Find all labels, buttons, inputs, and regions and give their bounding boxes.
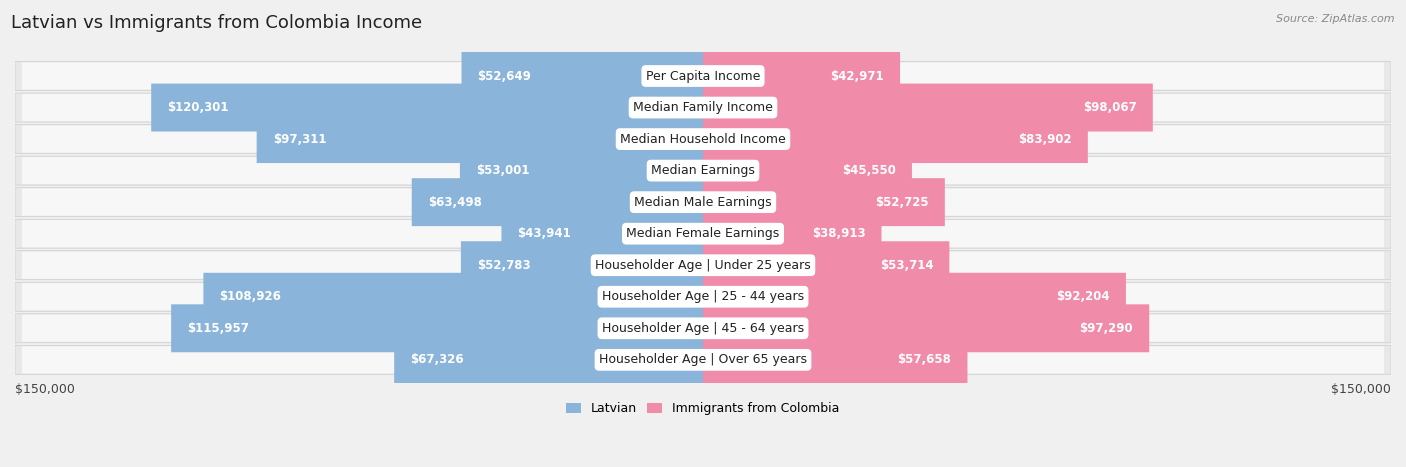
Text: $92,204: $92,204 (1056, 290, 1109, 303)
Text: Median Female Earnings: Median Female Earnings (627, 227, 779, 240)
Text: Median Earnings: Median Earnings (651, 164, 755, 177)
FancyBboxPatch shape (703, 241, 949, 289)
FancyBboxPatch shape (22, 157, 1384, 184)
FancyBboxPatch shape (703, 336, 967, 384)
Text: Householder Age | 45 - 64 years: Householder Age | 45 - 64 years (602, 322, 804, 335)
Text: $52,725: $52,725 (875, 196, 929, 209)
Text: $115,957: $115,957 (187, 322, 249, 335)
FancyBboxPatch shape (703, 115, 1088, 163)
FancyBboxPatch shape (22, 94, 1384, 121)
FancyBboxPatch shape (204, 273, 703, 321)
FancyBboxPatch shape (15, 156, 1391, 185)
Text: Householder Age | Under 25 years: Householder Age | Under 25 years (595, 259, 811, 272)
FancyBboxPatch shape (15, 188, 1391, 217)
Text: Householder Age | Over 65 years: Householder Age | Over 65 years (599, 354, 807, 366)
Text: $150,000: $150,000 (1331, 382, 1391, 396)
Text: Source: ZipAtlas.com: Source: ZipAtlas.com (1277, 14, 1395, 24)
FancyBboxPatch shape (703, 178, 945, 226)
Text: $83,902: $83,902 (1018, 133, 1071, 146)
FancyBboxPatch shape (703, 84, 1153, 132)
FancyBboxPatch shape (703, 273, 1126, 321)
FancyBboxPatch shape (15, 125, 1391, 154)
Text: $67,326: $67,326 (411, 354, 464, 366)
FancyBboxPatch shape (394, 336, 703, 384)
FancyBboxPatch shape (22, 189, 1384, 216)
FancyBboxPatch shape (703, 210, 882, 258)
Text: $57,658: $57,658 (897, 354, 952, 366)
FancyBboxPatch shape (15, 219, 1391, 248)
Text: $38,913: $38,913 (811, 227, 866, 240)
FancyBboxPatch shape (703, 147, 912, 195)
Text: Householder Age | 25 - 44 years: Householder Age | 25 - 44 years (602, 290, 804, 303)
FancyBboxPatch shape (172, 304, 703, 352)
FancyBboxPatch shape (15, 314, 1391, 343)
Text: $97,290: $97,290 (1080, 322, 1133, 335)
FancyBboxPatch shape (22, 63, 1384, 90)
Text: $108,926: $108,926 (219, 290, 281, 303)
FancyBboxPatch shape (22, 283, 1384, 310)
Text: $120,301: $120,301 (167, 101, 229, 114)
FancyBboxPatch shape (502, 210, 703, 258)
Text: $98,067: $98,067 (1083, 101, 1136, 114)
Text: $43,941: $43,941 (517, 227, 571, 240)
FancyBboxPatch shape (22, 315, 1384, 342)
FancyBboxPatch shape (152, 84, 703, 132)
Text: Per Capita Income: Per Capita Income (645, 70, 761, 83)
FancyBboxPatch shape (461, 241, 703, 289)
Text: $52,783: $52,783 (477, 259, 530, 272)
Text: $52,649: $52,649 (478, 70, 531, 83)
Text: $97,311: $97,311 (273, 133, 326, 146)
FancyBboxPatch shape (703, 52, 900, 100)
FancyBboxPatch shape (22, 220, 1384, 247)
FancyBboxPatch shape (22, 126, 1384, 153)
FancyBboxPatch shape (15, 62, 1391, 91)
FancyBboxPatch shape (15, 93, 1391, 122)
FancyBboxPatch shape (22, 346, 1384, 374)
Text: $42,971: $42,971 (831, 70, 884, 83)
Text: $53,001: $53,001 (477, 164, 530, 177)
FancyBboxPatch shape (703, 304, 1149, 352)
Text: Median Male Earnings: Median Male Earnings (634, 196, 772, 209)
FancyBboxPatch shape (15, 251, 1391, 280)
FancyBboxPatch shape (15, 282, 1391, 311)
Text: $63,498: $63,498 (427, 196, 482, 209)
Text: Median Family Income: Median Family Income (633, 101, 773, 114)
FancyBboxPatch shape (412, 178, 703, 226)
Text: Median Household Income: Median Household Income (620, 133, 786, 146)
Text: $53,714: $53,714 (880, 259, 934, 272)
Text: $45,550: $45,550 (842, 164, 896, 177)
FancyBboxPatch shape (257, 115, 703, 163)
FancyBboxPatch shape (15, 345, 1391, 375)
FancyBboxPatch shape (22, 252, 1384, 279)
Legend: Latvian, Immigrants from Colombia: Latvian, Immigrants from Colombia (561, 397, 845, 420)
FancyBboxPatch shape (460, 147, 703, 195)
Text: $150,000: $150,000 (15, 382, 75, 396)
FancyBboxPatch shape (461, 52, 703, 100)
Text: Latvian vs Immigrants from Colombia Income: Latvian vs Immigrants from Colombia Inco… (11, 14, 422, 32)
